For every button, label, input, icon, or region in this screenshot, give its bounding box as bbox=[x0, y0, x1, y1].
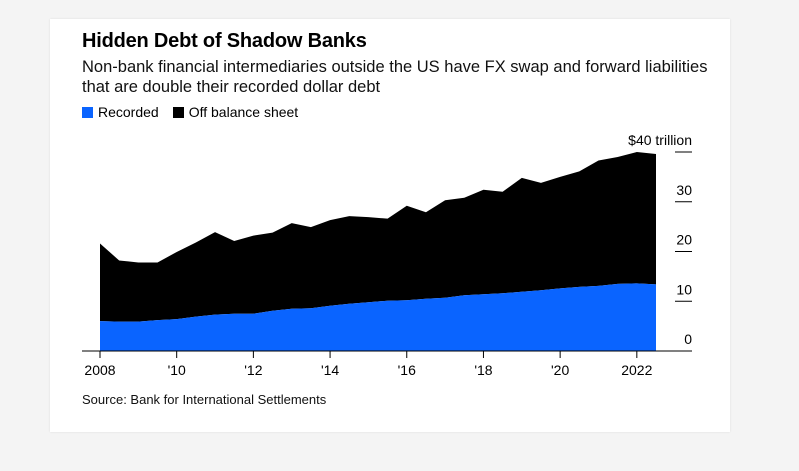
y-axis: 0 10 20 30 $40 trillion bbox=[628, 132, 692, 352]
x-tick-label: '20 bbox=[551, 362, 569, 378]
chart-title: Hidden Debt of Shadow Banks bbox=[82, 30, 367, 52]
y-tick-label: 0 bbox=[684, 331, 692, 347]
x-tick-label: '14 bbox=[321, 362, 339, 378]
x-tick-label: '16 bbox=[398, 362, 416, 378]
y-tick-label: 20 bbox=[676, 232, 692, 248]
legend-item-recorded: Recorded bbox=[82, 104, 159, 120]
y-tick-label: 10 bbox=[676, 281, 692, 297]
x-tick-label: 2008 bbox=[84, 362, 115, 378]
legend-label-recorded: Recorded bbox=[98, 104, 159, 120]
x-tick-label: '12 bbox=[244, 362, 262, 378]
y-tick-label: 30 bbox=[676, 182, 692, 198]
chart-subtitle: Non-bank financial intermediaries outsid… bbox=[82, 58, 708, 96]
chart-areas bbox=[100, 152, 656, 351]
legend-label-off-balance: Off balance sheet bbox=[188, 104, 299, 120]
legend-swatch-recorded bbox=[82, 106, 93, 118]
x-axis: 2008 '10 '12 '14 '16 '18 '20 2022 bbox=[82, 350, 692, 378]
area-off-balance-sheet bbox=[100, 152, 656, 322]
x-tick-label: '10 bbox=[168, 362, 186, 378]
x-tick-label: '18 bbox=[474, 362, 492, 378]
legend-swatch-off-balance bbox=[172, 106, 184, 118]
x-tick-label: 2022 bbox=[621, 362, 652, 378]
y-tick-label: $40 trillion bbox=[628, 132, 692, 148]
legend-item-off-balance: Off balance sheet bbox=[172, 104, 299, 120]
area-recorded bbox=[100, 283, 656, 351]
source-note: Source: Bank for International Settlemen… bbox=[82, 392, 327, 407]
legend: Recorded Off balance sheet bbox=[82, 104, 298, 120]
